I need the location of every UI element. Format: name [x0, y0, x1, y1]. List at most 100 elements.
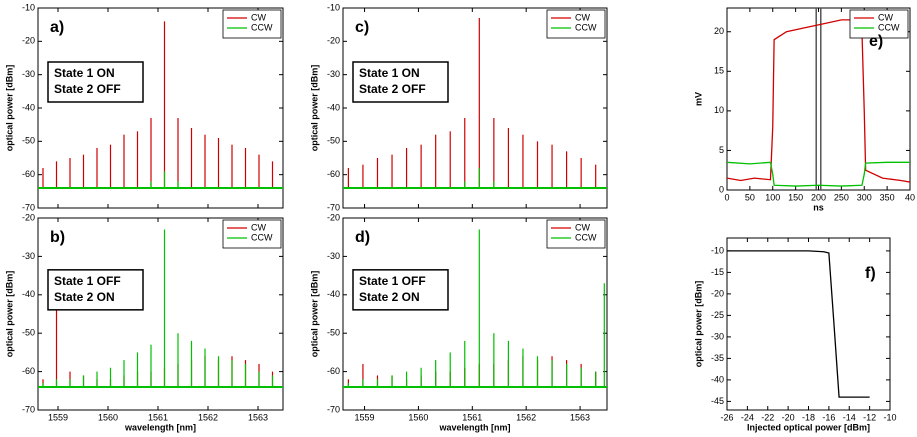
annotation-text: State 2 ON	[54, 290, 115, 304]
legend-label: CCW	[878, 22, 900, 32]
y-tick-label: -70	[327, 202, 340, 212]
x-axis-label: Injected optical power [dBm]	[747, 422, 870, 432]
y-tick-label: -40	[22, 289, 35, 299]
panel-label: a)	[50, 19, 64, 36]
y-tick-label: -20	[22, 212, 35, 222]
x-tick-label: 150	[788, 192, 803, 202]
y-tick-label: -50	[327, 136, 340, 146]
x-axis-label: ns	[813, 202, 824, 212]
y-tick-label: -20	[327, 212, 340, 222]
legend-label: CW	[575, 12, 590, 22]
y-axis-label: optical power [dBm]	[693, 281, 703, 368]
legend	[849, 9, 909, 39]
x-tick-label: -18	[802, 412, 815, 422]
legend-label: CW	[878, 12, 893, 22]
x-tick-label: -12	[863, 412, 876, 422]
annotation-text: State 2 OFF	[54, 82, 121, 96]
x-tick-label: 300	[857, 192, 872, 202]
x-tick-label: -24	[741, 412, 754, 422]
x-tick-label: 50	[745, 192, 755, 202]
panel-label: f)	[865, 265, 876, 282]
y-tick-label: -20	[711, 288, 724, 298]
panel-label: d)	[355, 229, 370, 246]
plot-area	[726, 237, 891, 411]
y-tick-label: -60	[22, 366, 35, 376]
legend-label: CCW	[575, 232, 597, 242]
y-tick-label: -70	[22, 404, 35, 414]
y-tick-label: 0	[719, 184, 724, 194]
annotation-text: State 1 ON	[359, 66, 420, 80]
y-tick-label: -40	[22, 102, 35, 112]
legend-label: CW	[251, 222, 266, 232]
y-axis-label: optical power [dBm]	[309, 271, 319, 358]
data-line	[727, 250, 870, 398]
plot-area	[342, 7, 608, 209]
x-tick-label: 1560	[98, 412, 118, 422]
y-tick-label: -70	[327, 404, 340, 414]
legend	[546, 9, 606, 39]
annotation-box	[47, 61, 144, 103]
x-tick-label: -16	[822, 412, 835, 422]
y-tick-label: -60	[22, 169, 35, 179]
x-tick-label: 200	[811, 192, 826, 202]
x-tick-label: 1563	[570, 412, 590, 422]
annotation-box	[352, 61, 449, 103]
x-tick-label: 1559	[48, 412, 68, 422]
y-tick-label: 5	[719, 145, 724, 155]
panel-label: c)	[355, 19, 369, 36]
annotation-text: State 2 OFF	[359, 82, 426, 96]
y-tick-label: -30	[327, 69, 340, 79]
y-tick-label: -40	[327, 289, 340, 299]
panel-label: b)	[50, 229, 65, 246]
x-tick-label: -10	[883, 412, 896, 422]
y-tick-label: -45	[711, 396, 724, 406]
y-tick-label: -30	[711, 331, 724, 341]
y-tick-label: -35	[711, 353, 724, 363]
legend-label: CCW	[251, 232, 273, 242]
annotation-text: State 1 ON	[54, 66, 115, 80]
x-tick-label: 1561	[148, 412, 168, 422]
y-axis-label: mV	[693, 92, 703, 106]
y-axis-label: optical power [dBm]	[4, 271, 14, 358]
y-tick-label: -60	[327, 366, 340, 376]
y-tick-label: -50	[22, 136, 35, 146]
y-tick-label: -40	[711, 374, 724, 384]
y-tick-label: -30	[22, 69, 35, 79]
panel-label: e)	[869, 33, 883, 50]
y-tick-label: -20	[327, 36, 340, 46]
y-tick-label: -60	[327, 169, 340, 179]
data-line	[727, 19, 910, 183]
y-tick-label: -15	[711, 267, 724, 277]
legend-label: CW	[251, 12, 266, 22]
y-tick-label: -50	[22, 328, 35, 338]
y-tick-label: -30	[22, 251, 35, 261]
plot-area	[342, 217, 608, 411]
y-tick-label: -30	[327, 251, 340, 261]
annotation-text: State 1 OFF	[54, 274, 121, 288]
y-tick-label: -10	[711, 245, 724, 255]
legend	[222, 219, 282, 249]
x-tick-label: -22	[761, 412, 774, 422]
y-tick-label: 10	[714, 105, 724, 115]
x-axis-label: wavelength [nm]	[438, 422, 510, 432]
y-tick-label: -25	[711, 310, 724, 320]
y-tick-label: -20	[22, 36, 35, 46]
y-axis-label: optical power [dBm]	[309, 65, 319, 152]
x-tick-label: -14	[843, 412, 856, 422]
x-tick-label: 350	[880, 192, 895, 202]
data-line	[727, 161, 910, 187]
plot-area	[37, 217, 284, 411]
x-tick-label: 1561	[462, 412, 482, 422]
legend-label: CCW	[251, 22, 273, 32]
x-tick-label: 40	[905, 192, 915, 202]
x-tick-label: 100	[765, 192, 780, 202]
annotation-box	[352, 269, 449, 311]
x-tick-label: 0	[724, 192, 729, 202]
annotation-text: State 2 ON	[359, 290, 420, 304]
annotation-box	[47, 269, 144, 311]
x-tick-label: 1563	[248, 412, 268, 422]
x-axis-label: wavelength [nm]	[124, 422, 196, 432]
y-tick-label: 20	[714, 26, 724, 36]
